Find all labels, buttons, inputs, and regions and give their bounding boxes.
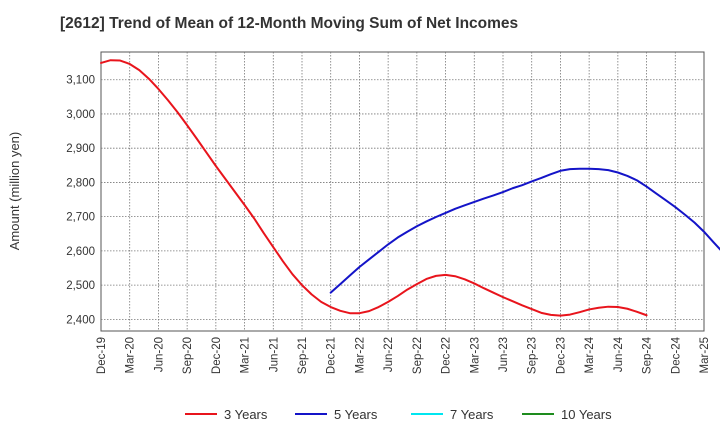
x-tick-label: Dec-24: [670, 336, 682, 374]
x-tick-label: Jun-23: [498, 337, 510, 372]
x-tick-label: Jun-21: [268, 337, 280, 372]
y-tick-label: 2,400: [66, 314, 95, 326]
x-tick-label: Sep-24: [642, 336, 654, 374]
y-tick-label: 2,800: [66, 177, 95, 189]
series-line-3-years: [100, 59, 648, 317]
chart-title: [2612] Trend of Mean of 12-Month Moving …: [60, 15, 519, 32]
x-tick-label: Mar-20: [125, 337, 137, 373]
y-tick-label: 2,500: [66, 280, 95, 292]
legend-label: 5 Years: [334, 407, 378, 422]
x-tick-label: Sep-23: [527, 337, 539, 374]
y-axis-label: Amount (million yen): [7, 132, 22, 251]
x-tick-label: Sep-22: [412, 337, 424, 374]
legend-label: 7 Years: [450, 407, 494, 422]
x-tick-label: Sep-20: [182, 337, 194, 374]
x-tick-label: Mar-21: [240, 337, 252, 373]
x-tick-label: Dec-20: [211, 337, 223, 374]
legend-label: 10 Years: [561, 407, 612, 422]
x-tick-label: Dec-21: [326, 337, 338, 374]
y-tick-label: 2,900: [66, 143, 95, 155]
x-tick-label: Jun-24: [613, 336, 625, 372]
y-tick-label: 3,000: [66, 109, 95, 121]
x-tick-label: Mar-23: [469, 337, 481, 373]
y-tick-label: 2,700: [66, 212, 95, 224]
x-tick-label: Jun-22: [383, 337, 395, 372]
x-tick-label: Sep-21: [297, 337, 309, 374]
x-tick-label: Jun-20: [153, 337, 165, 372]
plot-area: [100, 51, 705, 332]
x-tick-label: Mar-25: [699, 337, 711, 373]
legend-label: 3 Years: [224, 407, 268, 422]
y-tick-label: 2,600: [66, 246, 95, 258]
x-tick-label: Mar-22: [354, 337, 366, 373]
x-tick-label: Mar-24: [584, 336, 596, 373]
x-tick-label: Dec-23: [555, 337, 567, 374]
x-tick-label: Dec-22: [441, 337, 453, 374]
y-tick-label: 3,100: [66, 75, 95, 87]
series-line-5-years: [329, 167, 720, 294]
x-tick-label: Dec-19: [96, 337, 108, 374]
